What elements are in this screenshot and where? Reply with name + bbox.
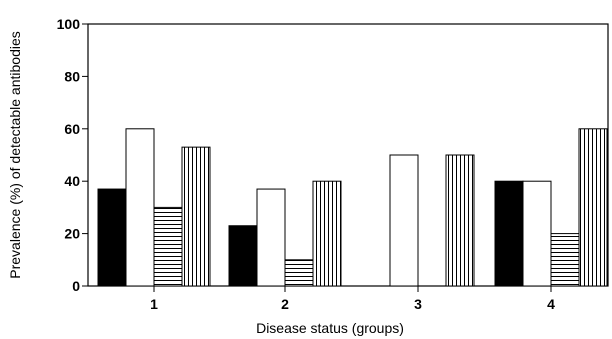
x-tick-label: 3 <box>414 296 422 312</box>
y-axis-title: Prevalence (%) of detectable antibodies <box>7 31 23 278</box>
x-tick-label: 1 <box>150 296 158 312</box>
bar-group-4-solid-black <box>494 180 524 287</box>
y-tick-label: 40 <box>64 173 80 189</box>
bar-group-4-white <box>522 180 552 287</box>
y-tick-label: 60 <box>64 121 80 137</box>
y-tick-label: 20 <box>64 226 80 242</box>
y-tick-label: 80 <box>64 68 80 84</box>
bar-group-4-vertical-stripes <box>578 128 608 287</box>
x-tick-label: 4 <box>547 296 555 312</box>
bar-group-2-white <box>256 188 286 287</box>
bar-group-1-white <box>125 128 155 287</box>
bar-group-2-horizontal-stripes <box>284 259 314 287</box>
y-tick-label: 100 <box>57 16 81 32</box>
bar-group-1-horizontal-stripes <box>153 206 183 287</box>
bar-group-4-horizontal-stripes <box>550 233 580 287</box>
x-axis-ticks: 1 2 3 4 <box>150 286 555 312</box>
x-axis-title: Disease status (groups) <box>256 320 404 336</box>
bar-group-2-vertical-stripes <box>312 180 342 287</box>
y-tick-label: 0 <box>72 278 80 294</box>
bar-group-2-solid-black <box>228 225 258 287</box>
bars-group <box>97 128 608 287</box>
bar-group-3-vertical-stripes <box>445 154 475 287</box>
plot-frame <box>87 23 609 287</box>
bar-group-1-vertical-stripes <box>181 146 211 287</box>
x-tick-label: 2 <box>281 296 289 312</box>
y-axis-ticks: 0 20 40 60 80 100 <box>57 16 88 294</box>
bar-group-3-white <box>389 154 419 287</box>
bar-group-1-solid-black <box>97 188 127 287</box>
